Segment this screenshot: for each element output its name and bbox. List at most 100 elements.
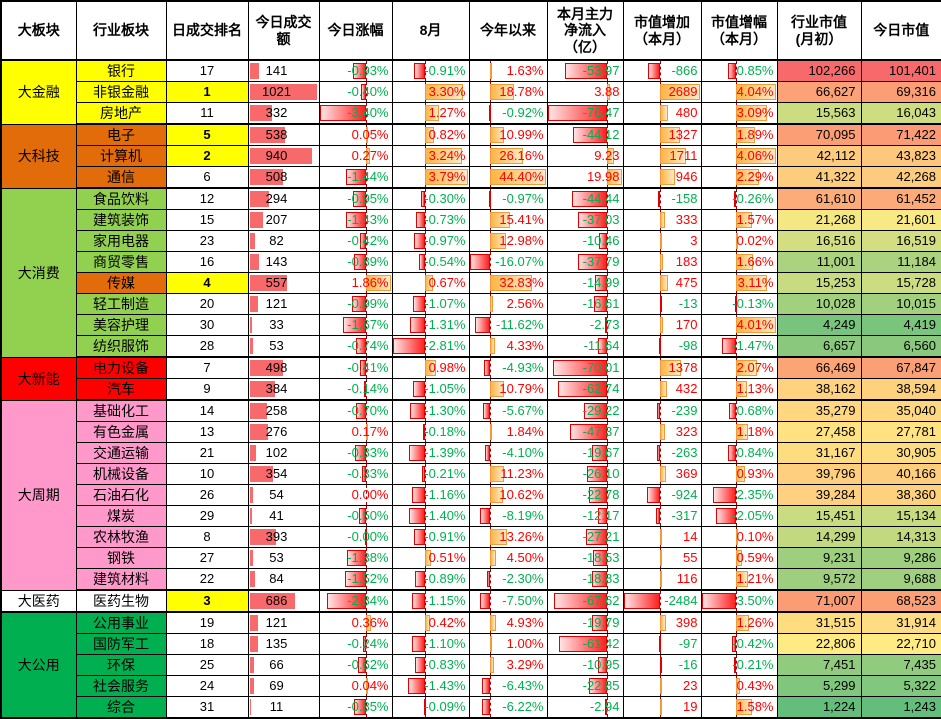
rank-cell[interactable]: 7 [166, 357, 248, 379]
mcap-increase-pct-cell[interactable]: 1.89% [701, 124, 777, 146]
volume-cell[interactable]: 1021 [248, 82, 319, 103]
today-change-cell[interactable]: -0.70% [319, 400, 392, 422]
ytd-change-cell[interactable]: 10.62% [469, 485, 547, 506]
rank-cell[interactable]: 20 [166, 294, 248, 315]
volume-cell[interactable]: 498 [248, 357, 319, 379]
mcap-increase-cell[interactable]: 170 [623, 315, 701, 336]
ytd-change-cell[interactable]: 10.79% [469, 379, 547, 401]
ytd-change-cell[interactable]: 4.50% [469, 548, 547, 569]
mcap-today-cell[interactable]: 101,401 [861, 60, 941, 82]
mcap-increase-pct-cell[interactable]: 1.57% [701, 210, 777, 231]
column-header-group[interactable]: 大板块 [1, 1, 76, 60]
industry-cell[interactable]: 计算机 [76, 146, 166, 167]
industry-cell[interactable]: 商贸零售 [76, 252, 166, 273]
month-inflow-cell[interactable]: -37.79 [547, 252, 623, 273]
mcap-increase-pct-cell[interactable]: -3.50% [701, 590, 777, 612]
mcap-increase-cell[interactable]: -98 [623, 336, 701, 358]
mcap-start-cell[interactable]: 9,572 [777, 569, 861, 591]
month-inflow-cell[interactable]: -11.64 [547, 336, 623, 358]
volume-cell[interactable]: 53 [248, 336, 319, 358]
mcap-increase-pct-cell[interactable]: 4.01% [701, 315, 777, 336]
mcap-increase-pct-cell[interactable]: 4.04% [701, 82, 777, 103]
ytd-change-cell[interactable]: 1.84% [469, 422, 547, 443]
mcap-increase-cell[interactable]: -866 [623, 60, 701, 82]
industry-cell[interactable]: 石油石化 [76, 485, 166, 506]
mcap-today-cell[interactable]: 11,184 [861, 252, 941, 273]
mcap-start-cell[interactable]: 70,095 [777, 124, 861, 146]
aug-change-cell[interactable]: -0.30% [392, 188, 469, 210]
column-header-mv_today[interactable]: 今日市值 [861, 1, 941, 60]
mcap-increase-pct-cell[interactable]: 0.10% [701, 527, 777, 548]
month-inflow-cell[interactable]: -47.37 [547, 422, 623, 443]
mcap-increase-cell[interactable]: -16 [623, 655, 701, 676]
industry-cell[interactable]: 家用电器 [76, 231, 166, 252]
today-change-cell[interactable]: 0.36% [319, 612, 392, 634]
column-header-aug[interactable]: 8月 [392, 1, 469, 60]
mcap-today-cell[interactable]: 16,043 [861, 103, 941, 125]
mcap-increase-pct-cell[interactable]: 2.07% [701, 357, 777, 379]
aug-change-cell[interactable]: -1.30% [392, 400, 469, 422]
ytd-change-cell[interactable]: 32.83% [469, 273, 547, 294]
rank-cell[interactable]: 11 [166, 103, 248, 125]
rank-cell[interactable]: 19 [166, 612, 248, 634]
ytd-change-cell[interactable]: -4.10% [469, 443, 547, 464]
industry-cell[interactable]: 纺织服饰 [76, 336, 166, 358]
mcap-today-cell[interactable]: 38,360 [861, 485, 941, 506]
month-inflow-cell[interactable]: -19.79 [547, 612, 623, 634]
rank-cell[interactable]: 15 [166, 210, 248, 231]
aug-change-cell[interactable]: -0.09% [392, 697, 469, 719]
mcap-today-cell[interactable]: 9,688 [861, 569, 941, 591]
mcap-today-cell[interactable]: 15,728 [861, 273, 941, 294]
month-inflow-cell[interactable]: -18.53 [547, 548, 623, 569]
ytd-change-cell[interactable]: 4.33% [469, 336, 547, 358]
mcap-increase-cell[interactable]: -924 [623, 485, 701, 506]
volume-cell[interactable]: 686 [248, 590, 319, 612]
industry-cell[interactable]: 有色金属 [76, 422, 166, 443]
industry-cell[interactable]: 通信 [76, 167, 166, 189]
mcap-increase-pct-cell[interactable]: 1.58% [701, 697, 777, 719]
industry-cell[interactable]: 电力设备 [76, 357, 166, 379]
mcap-increase-cell[interactable]: 55 [623, 548, 701, 569]
mcap-start-cell[interactable]: 7,451 [777, 655, 861, 676]
mcap-increase-pct-cell[interactable]: -2.35% [701, 485, 777, 506]
mcap-increase-pct-cell[interactable]: 4.06% [701, 146, 777, 167]
mcap-today-cell[interactable]: 27,781 [861, 422, 941, 443]
volume-cell[interactable]: 53 [248, 548, 319, 569]
rank-cell[interactable]: 30 [166, 315, 248, 336]
rank-cell[interactable]: 29 [166, 506, 248, 527]
rank-cell[interactable]: 13 [166, 422, 248, 443]
today-change-cell[interactable]: -0.83% [319, 443, 392, 464]
mcap-today-cell[interactable]: 42,268 [861, 167, 941, 189]
volume-cell[interactable]: 41 [248, 506, 319, 527]
mcap-increase-pct-cell[interactable]: 0.02% [701, 231, 777, 252]
mcap-increase-pct-cell[interactable]: 1.26% [701, 612, 777, 634]
today-change-cell[interactable]: -0.85% [319, 697, 392, 719]
rank-cell[interactable]: 12 [166, 188, 248, 210]
ytd-change-cell[interactable]: -7.50% [469, 590, 547, 612]
aug-change-cell[interactable]: -1.40% [392, 506, 469, 527]
today-change-cell[interactable]: -0.89% [319, 252, 392, 273]
volume-cell[interactable]: 141 [248, 60, 319, 82]
aug-change-cell[interactable]: -0.97% [392, 231, 469, 252]
industry-cell[interactable]: 基础化工 [76, 400, 166, 422]
industry-cell[interactable]: 汽车 [76, 379, 166, 401]
ytd-change-cell[interactable]: -16.07% [469, 252, 547, 273]
ytd-change-cell[interactable]: 13.26% [469, 527, 547, 548]
mcap-start-cell[interactable]: 102,266 [777, 60, 861, 82]
mcap-today-cell[interactable]: 22,710 [861, 634, 941, 655]
aug-change-cell[interactable]: 0.42% [392, 612, 469, 634]
ytd-change-cell[interactable]: 15.41% [469, 210, 547, 231]
volume-cell[interactable]: 82 [248, 231, 319, 252]
mcap-increase-cell[interactable]: -263 [623, 443, 701, 464]
aug-change-cell[interactable]: 3.79% [392, 167, 469, 189]
aug-change-cell[interactable]: -0.91% [392, 527, 469, 548]
month-inflow-cell[interactable]: -29.22 [547, 400, 623, 422]
mcap-start-cell[interactable]: 38,162 [777, 379, 861, 401]
ytd-change-cell[interactable]: -0.92% [469, 103, 547, 125]
sector-group-cell[interactable]: 大金融 [1, 60, 76, 124]
industry-cell[interactable]: 食品饮料 [76, 188, 166, 210]
month-inflow-cell[interactable]: -10.95 [547, 655, 623, 676]
column-header-volume[interactable]: 今日成交 额 [248, 1, 319, 60]
aug-change-cell[interactable]: 0.51% [392, 548, 469, 569]
today-change-cell[interactable]: 0.04% [319, 676, 392, 697]
